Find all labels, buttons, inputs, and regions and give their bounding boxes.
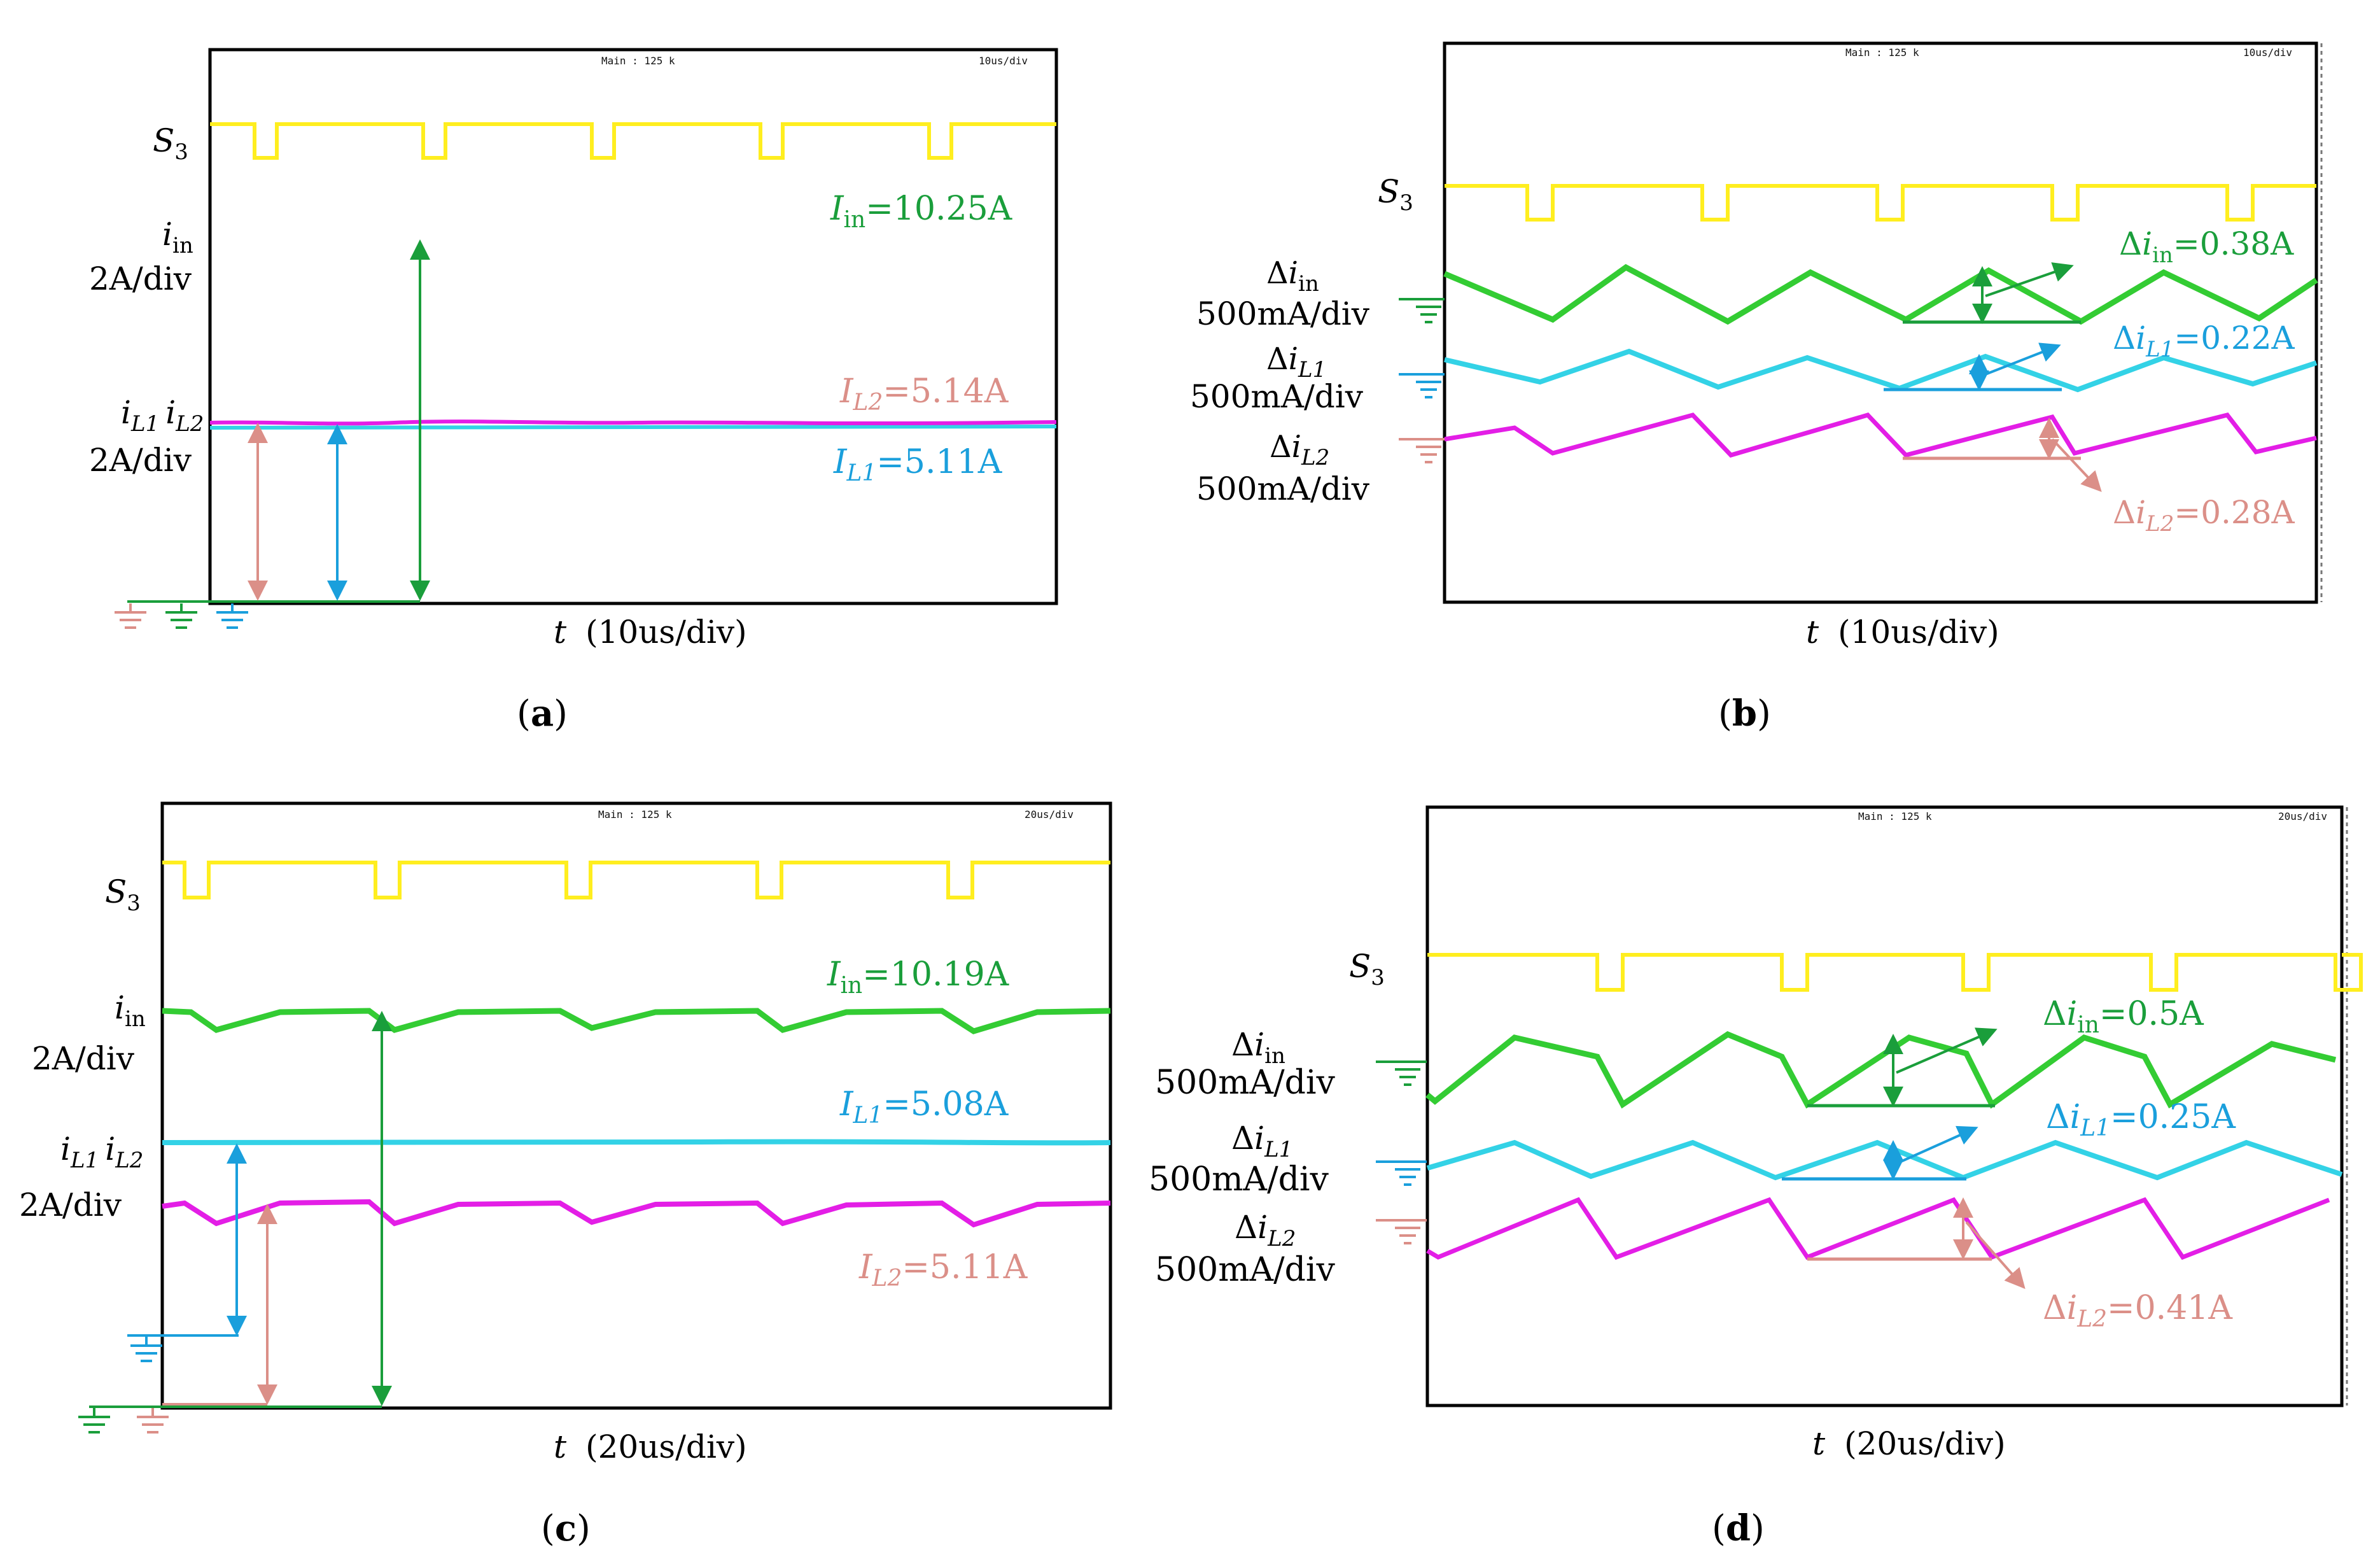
panel-d-ground-icon-blue <box>1376 1160 1427 1186</box>
panel-c-iin-label: iin <box>115 989 146 1032</box>
panel-a-il-scale: 2A/div <box>89 442 192 479</box>
panel-b: Main : 125 k 10us/div S3 Δiin 500mA/div … <box>1190 41 2323 735</box>
panel-c-ann-il1: IL1=5.08A <box>839 1085 1009 1129</box>
panel-b-header-div: 10us/div <box>2243 46 2292 59</box>
panel-d-caption: (d) <box>1712 1507 1765 1549</box>
panel-b-iin-scale: 500mA/div <box>1196 295 1370 332</box>
panel-d-ann-il1: ΔiL1=0.25A <box>2046 1098 2236 1141</box>
panel-c-caption: (c) <box>541 1507 591 1549</box>
panel-a-s3-trace <box>210 122 1056 160</box>
panel-d-ground-icon-salmon <box>1376 1219 1427 1244</box>
panel-d-il1-scale: 500mA/div <box>1149 1160 1329 1199</box>
panel-b-il2-trace <box>1444 412 2317 458</box>
panel-b-ground-icon-blue <box>1399 373 1445 398</box>
panel-a-ann-il1: IL1=5.11A <box>833 443 1003 486</box>
panel-c: Main : 125 k 20us/div S3 iin 2A/div iL1 i… <box>19 801 1112 1549</box>
panel-c-ground-icon-blue <box>130 1337 162 1362</box>
panel-b-iin-trace <box>1443 264 2318 325</box>
panel-b-ground-icon-green <box>1399 298 1445 323</box>
panel-d-il2-scale: 500mA/div <box>1155 1251 1336 1289</box>
panel-d-ann-il2: ΔiL2=0.41A <box>2043 1289 2233 1332</box>
panel-a-il1-trace <box>209 425 1057 430</box>
panel-c-il-scale: 2A/div <box>19 1187 122 1223</box>
panel-a-ground-icon-blue <box>216 603 248 629</box>
panel-b-header-main: Main : 125 k <box>1845 46 1919 59</box>
panel-d-il2-pointer <box>1965 1221 2026 1289</box>
panel-b-il1-trace <box>1444 348 2318 393</box>
panel-b-ann-il2: ΔiL2=0.28A <box>2113 494 2295 537</box>
panel-d-ground-icon-green <box>1376 1060 1427 1086</box>
panel-c-iin-trace <box>162 1008 1111 1034</box>
panel-d-ann-iin: Δiin=0.5A <box>2043 995 2204 1038</box>
panel-d-il2-label: ΔiL2 <box>1235 1209 1296 1251</box>
panel-d-header-main: Main : 125 k <box>1858 810 1932 822</box>
panel-d-time-label: t (20us/div) <box>1812 1425 2006 1462</box>
panel-a-il-label: iL1 iL2 <box>121 394 204 437</box>
panel-c-il2-trace <box>162 1199 1111 1228</box>
panel-c-ground-icon-salmon <box>137 1408 169 1434</box>
panel-c-ann-iin: Iin=10.19A <box>827 955 1010 999</box>
panel-d: Main : 125 k 20us/div S3 Δiin 500mA/div … <box>1149 805 2363 1549</box>
panel-d-header-div: 20us/div <box>2278 810 2327 822</box>
panel-a-ground-icon-green <box>165 603 197 629</box>
panel-d-s3-label: S3 <box>1349 948 1385 990</box>
panel-b-iin-pointer <box>1985 262 2074 297</box>
panel-b-ann-il1: ΔiL1=0.22A <box>2113 320 2295 362</box>
panel-d-iin-pointer <box>1896 1027 1998 1074</box>
panel-a-frame <box>208 48 1058 605</box>
panel-b-time-label: t (10us/div) <box>1806 614 1999 651</box>
panel-c-s3-label: S3 <box>105 873 141 916</box>
panel-d-il1-label: ΔiL1 <box>1231 1120 1292 1162</box>
panel-b-caption: (b) <box>1718 693 1771 735</box>
panel-c-time-label: t (20us/div) <box>554 1428 747 1465</box>
panel-b-il2-pointer <box>2051 438 2102 492</box>
panel-c-frame <box>160 801 1112 1410</box>
panel-a-ground-icon-salmon <box>115 603 146 629</box>
panel-d-il1-trace <box>1426 1139 2343 1181</box>
panel-b-ground-icon-salmon <box>1399 438 1445 463</box>
panel-b-il1-label: ΔiL1 <box>1266 341 1326 383</box>
panel-b-s3-label: S3 <box>1378 173 1413 216</box>
panel-a-iin-scale: 2A/div <box>89 260 192 297</box>
panel-c-s3-trace <box>162 861 1110 899</box>
panel-a-il2-trace <box>209 419 1057 426</box>
panel-a-ann-il2: IL2=5.14A <box>839 372 1009 416</box>
panel-d-iin-scale: 500mA/div <box>1155 1064 1336 1102</box>
panel-a-header-main: Main : 125 k <box>601 55 675 67</box>
panel-c-header-main: Main : 125 k <box>598 808 672 821</box>
panel-d-s3-trace <box>1427 953 2363 992</box>
panel-c-ground-icon-green <box>78 1408 110 1434</box>
panel-a-caption: (a) <box>517 693 568 735</box>
panel-c-il-label: iL1 iL2 <box>60 1131 143 1173</box>
panel-c-il1-trace <box>162 1139 1111 1146</box>
panel-b-il1-pointer <box>1982 342 2061 377</box>
panel-a-header-div: 10us/div <box>979 55 1028 67</box>
panel-b-frame <box>1443 41 2318 604</box>
panel-b-ann-iin: Δiin=0.38A <box>2119 225 2294 268</box>
panel-b-il1-scale: 500mA/div <box>1190 378 1364 415</box>
panel-a-time-label: t (10us/div) <box>554 614 747 651</box>
panel-d-frame <box>1425 805 2344 1407</box>
panel-c-iin-scale: 2A/div <box>32 1040 135 1077</box>
panel-d-il1-pointer <box>1896 1125 1978 1165</box>
panel-c-header-div: 20us/div <box>1025 808 1074 821</box>
panel-d-iin-label: Δiin <box>1231 1026 1285 1069</box>
panel-d-iin-trace <box>1425 1031 2337 1109</box>
panel-d-il2-trace <box>1426 1197 2330 1260</box>
panel-b-il2-label: ΔiL2 <box>1270 429 1329 470</box>
panel-a-s3-label: S3 <box>153 122 188 165</box>
panel-b-s3-trace <box>1445 184 2316 222</box>
panel-c-ann-il2: IL2=5.11A <box>858 1248 1028 1292</box>
panel-a-iin-label: iin <box>162 216 193 258</box>
panel-b-il2-scale: 500mA/div <box>1196 470 1370 507</box>
panel-a-ann-iin: Iin=10.25A <box>830 190 1013 233</box>
panel-a: Main : 125 k 10us/div S3 iin 2A/div iL1 i… <box>89 48 1058 735</box>
panel-b-iin-label: Δiin <box>1266 255 1319 297</box>
